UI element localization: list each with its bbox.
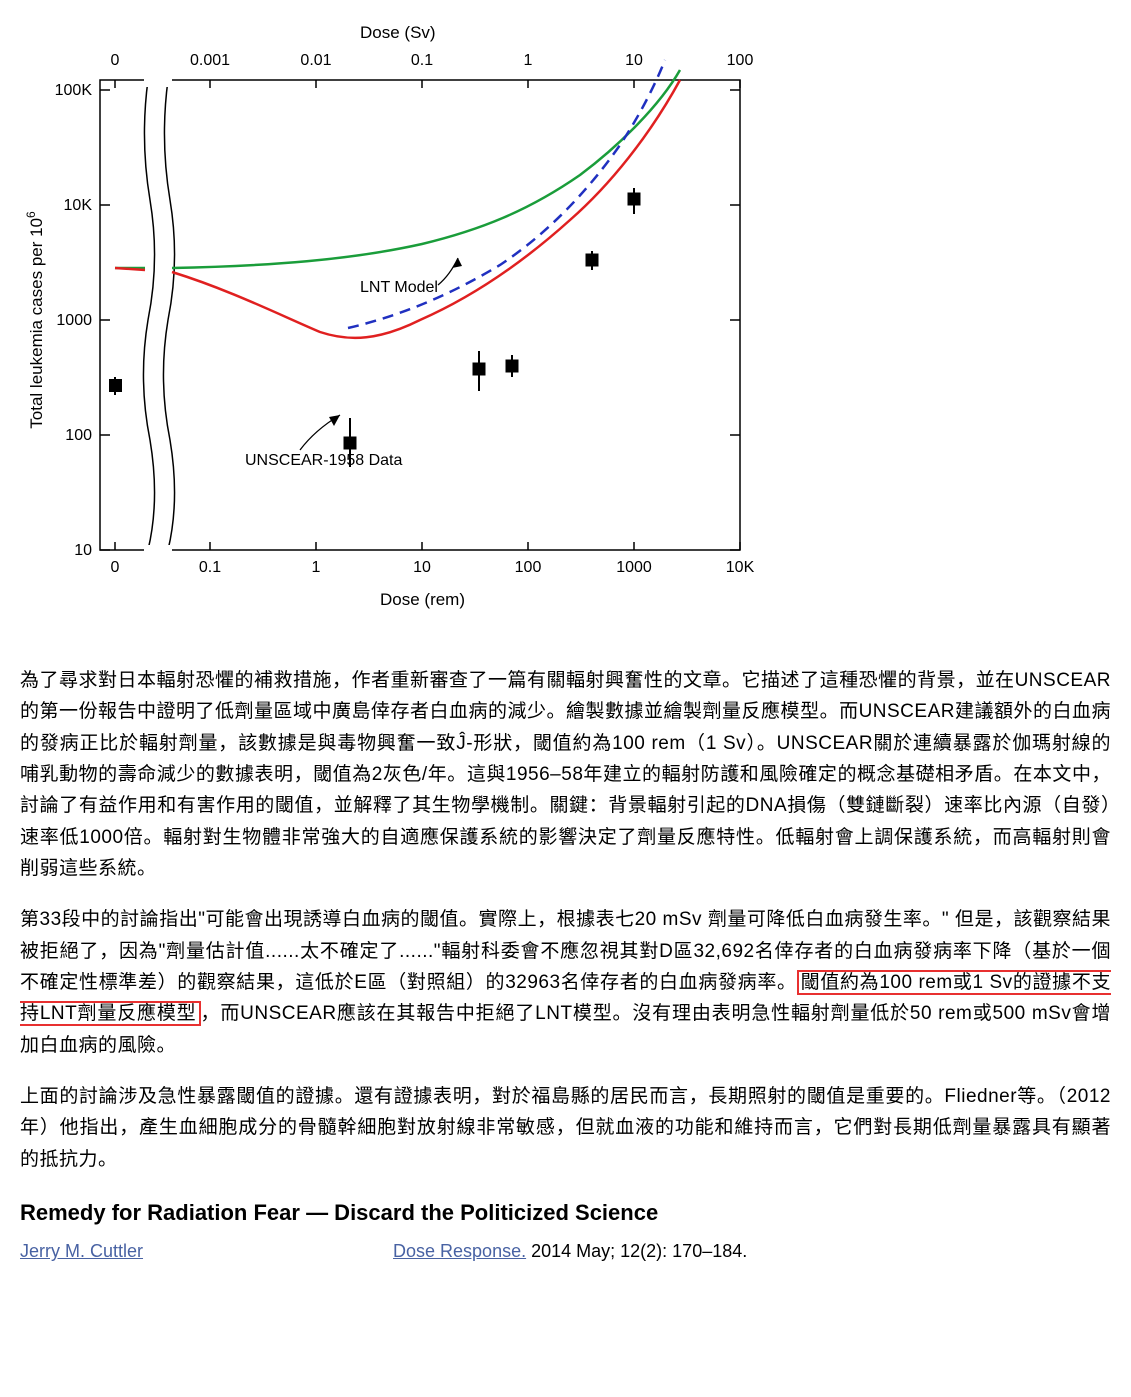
top-tick-marks: [115, 80, 740, 88]
svg-text:0.1: 0.1: [199, 559, 221, 576]
chart-svg: Dose (Sv) 0 0.001 0.01 0.1 1 10 100 Tota…: [20, 20, 780, 640]
citation-row: Jerry M. Cuttler Dose Response. 2014 May…: [20, 1241, 1111, 1262]
svg-text:100: 100: [65, 427, 92, 444]
bottom-axis-label: Dose (rem): [380, 590, 465, 609]
red-j-curve: [115, 80, 680, 338]
citation-details: 2014 May; 12(2): 170–184.: [526, 1241, 747, 1261]
paragraph-2: 第33段中的討論指出"可能會出現誘導白血病的閾值。實際上，根據表七20 mSv …: [20, 904, 1111, 1061]
top-axis-label: Dose (Sv): [360, 23, 436, 42]
citation-journal-wrap: Dose Response. 2014 May; 12(2): 170–184.: [393, 1241, 747, 1262]
y-axis-ticks: 10 100 1000 10K 100K: [55, 82, 93, 559]
bottom-tick-marks: [115, 542, 740, 550]
y-axis-label: Total leukemia cases per 106: [24, 211, 46, 429]
journal-link[interactable]: Dose Response.: [393, 1241, 526, 1261]
lnt-annotation: LNT Model: [360, 258, 462, 296]
svg-text:100K: 100K: [55, 82, 93, 99]
svg-text:1000: 1000: [616, 559, 652, 576]
author-link[interactable]: Jerry M. Cuttler: [20, 1241, 143, 1262]
paragraph-1: 為了尋求對日本輻射恐懼的補救措施，作者重新審查了一篇有關輻射興奮性的文章。它描述…: [20, 665, 1111, 884]
svg-text:0.1: 0.1: [411, 52, 433, 69]
citation-title: Remedy for Radiation Fear — Discard the …: [20, 1200, 1111, 1226]
svg-text:1: 1: [524, 52, 533, 69]
top-axis-ticks: 0 0.001 0.01 0.1 1 10 100: [111, 52, 754, 69]
svg-text:10K: 10K: [726, 559, 755, 576]
plot-frame: [100, 80, 740, 550]
lnt-model-line: [115, 70, 680, 268]
svg-text:10: 10: [625, 52, 643, 69]
unscear-annotation: UNSCEAR-1958 Data: [245, 415, 403, 469]
svg-text:LNT Model: LNT Model: [360, 279, 438, 296]
svg-text:1000: 1000: [56, 312, 92, 329]
svg-text:UNSCEAR-1958 Data: UNSCEAR-1958 Data: [245, 452, 403, 469]
svg-text:10: 10: [74, 542, 92, 559]
bottom-axis-ticks: 0 0.1 1 10 100 1000 10K: [111, 559, 755, 576]
leukemia-dose-chart: Dose (Sv) 0 0.001 0.01 0.1 1 10 100 Tota…: [20, 20, 1111, 645]
svg-text:100: 100: [515, 559, 542, 576]
svg-text:1: 1: [312, 559, 321, 576]
svg-text:10: 10: [413, 559, 431, 576]
svg-text:0: 0: [111, 52, 120, 69]
axis-break: [143, 80, 174, 550]
paragraph-3: 上面的討論涉及急性暴露閾值的證據。還有證據表明，對於福島縣的居民而言，長期照射的…: [20, 1081, 1111, 1175]
svg-text:0.01: 0.01: [300, 52, 331, 69]
svg-text:100: 100: [727, 52, 754, 69]
svg-text:0.001: 0.001: [190, 52, 230, 69]
svg-text:10K: 10K: [64, 197, 93, 214]
svg-text:0: 0: [111, 559, 120, 576]
